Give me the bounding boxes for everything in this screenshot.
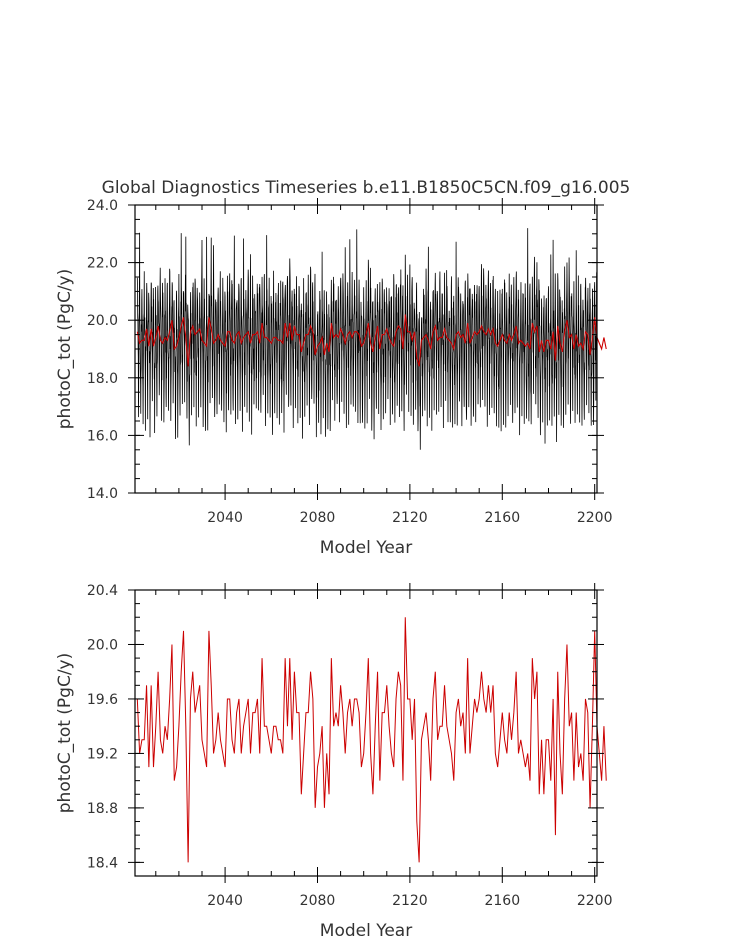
bottom-x-tick-label: 2120 (392, 893, 428, 909)
bottom-x-tick-label: 2080 (300, 893, 336, 909)
bottom-chart: 2040 2080 2120 2160 2200 18.4 18.8 19.2 19.6 20.0… (55, 583, 613, 941)
bottom-plot-area (136, 617, 607, 863)
top-y-tick-label: 20.0 (87, 313, 118, 329)
top-annual-mean-line (136, 314, 607, 367)
top-x-tick-label: 2040 (207, 510, 243, 526)
top-y-tick-label: 16.0 (87, 428, 118, 444)
monthly-series-line (136, 228, 598, 450)
top-y-tick-label: 14.0 (87, 486, 118, 502)
bottom-y-tick-label: 19.6 (87, 692, 118, 708)
top-y-tick-label: 22.0 (87, 256, 118, 272)
bottom-x-tick-label: 2160 (484, 893, 520, 909)
top-x-tick-label: 2080 (300, 510, 336, 526)
top-chart: Global Diagnostics Timeseries b.e11.B185… (55, 178, 630, 558)
top-plot-area (136, 228, 607, 450)
bottom-y-tick-label: 18.8 (87, 801, 118, 817)
top-x-tick-label: 2160 (484, 510, 520, 526)
top-x-tick-label: 2120 (392, 510, 428, 526)
bottom-x-tick-label: 2040 (207, 893, 243, 909)
top-y-axis-label: photoC_tot (PgC/y) (55, 269, 75, 430)
bottom-axes: 2040 2080 2120 2160 2200 18.4 18.8 19.2 19.6 20.0… (87, 583, 613, 909)
chart-title: Global Diagnostics Timeseries b.e11.B185… (102, 178, 631, 198)
top-y-tick-label: 18.0 (87, 371, 118, 387)
bottom-y-tick-label: 19.2 (87, 746, 118, 762)
bottom-y-tick-label: 18.4 (87, 855, 118, 871)
top-axes: 2040 2080 2120 2160 2200 14.0 16.0 18.0 20.0 22.0… (87, 198, 613, 526)
bottom-y-tick-label: 20.0 (87, 637, 118, 653)
bottom-x-axis-label: Model Year (320, 921, 412, 941)
top-x-axis-label: Model Year (320, 538, 412, 558)
bottom-x-tick-label: 2200 (577, 893, 613, 909)
bottom-y-axis-label: photoC_tot (PgC/y) (55, 653, 75, 814)
bottom-annual-mean-line (136, 617, 607, 863)
top-y-tick-label: 24.0 (87, 198, 118, 214)
bottom-plot-frame (134, 589, 598, 877)
bottom-y-tick-label: 20.4 (87, 583, 118, 599)
top-x-tick-label: 2200 (577, 510, 613, 526)
